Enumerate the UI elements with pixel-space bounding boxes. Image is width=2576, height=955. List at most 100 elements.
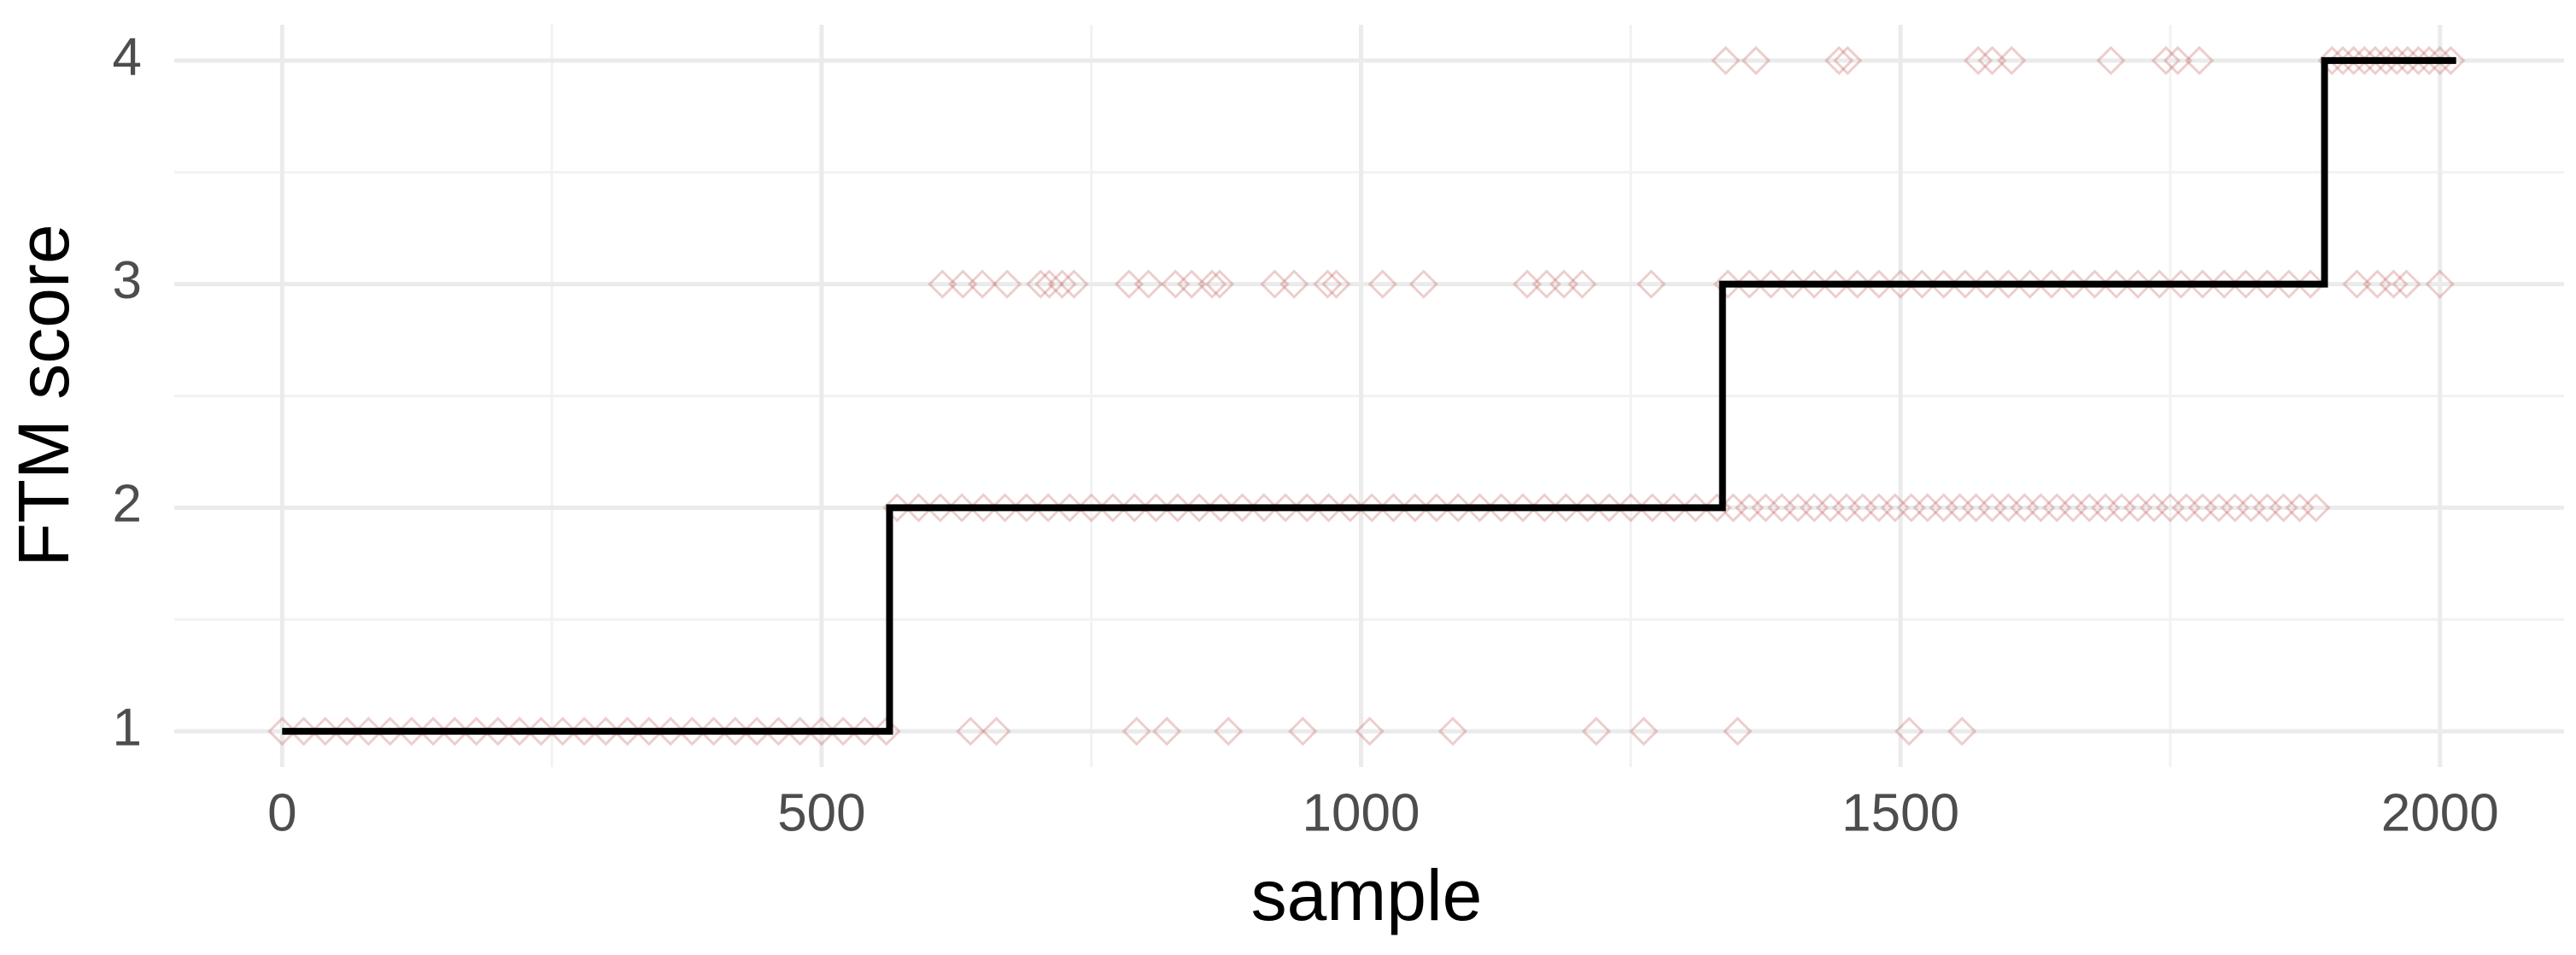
- point: [461, 716, 491, 747]
- point: [1121, 716, 1151, 747]
- point: [2220, 493, 2250, 523]
- point: [2101, 269, 2131, 299]
- point: [1896, 493, 1926, 523]
- y-tick-label: 3: [113, 251, 142, 310]
- point: [699, 716, 729, 747]
- point: [956, 716, 986, 747]
- point: [2106, 493, 2137, 523]
- point: [1288, 716, 1318, 747]
- point: [677, 716, 707, 747]
- point: [2155, 493, 2186, 523]
- point: [2252, 493, 2282, 523]
- point: [1227, 493, 1257, 523]
- point: [1512, 269, 1543, 299]
- x-tick-label: 1000: [1303, 783, 1420, 842]
- point: [1508, 493, 1538, 523]
- y-tick-label: 1: [113, 698, 142, 757]
- point: [2163, 45, 2193, 76]
- x-tick-label: 500: [777, 783, 865, 842]
- point: [2342, 269, 2372, 299]
- point: [1214, 716, 1244, 747]
- point: [1249, 493, 1279, 523]
- point: [1777, 269, 1807, 299]
- point: [2139, 493, 2169, 523]
- point: [2209, 269, 2239, 299]
- point: [1711, 45, 1741, 76]
- point: [1594, 493, 1625, 523]
- point: [1637, 493, 1667, 523]
- point: [1629, 716, 1659, 747]
- point: [1824, 45, 1854, 76]
- point: [1034, 269, 1064, 299]
- point: [1162, 493, 1192, 523]
- point: [505, 716, 535, 747]
- point: [1993, 269, 2023, 299]
- point: [1206, 493, 1236, 523]
- point: [2231, 269, 2261, 299]
- point: [1880, 493, 1910, 523]
- point: [375, 716, 405, 747]
- point: [2403, 45, 2433, 76]
- point: [2362, 269, 2392, 299]
- point: [1098, 493, 1128, 523]
- point: [1831, 493, 1862, 523]
- point: [1712, 269, 1743, 299]
- point: [1321, 269, 1351, 299]
- point: [1567, 269, 1597, 299]
- point: [2252, 269, 2282, 299]
- point: [2122, 269, 2153, 299]
- point: [1292, 493, 1322, 523]
- point: [1076, 493, 1106, 523]
- point: [1486, 493, 1516, 523]
- point: [925, 493, 956, 523]
- point: [1197, 269, 1227, 299]
- point: [764, 716, 793, 747]
- point: [526, 716, 556, 747]
- point: [968, 269, 998, 299]
- point: [2392, 45, 2422, 76]
- point: [1977, 493, 2007, 523]
- point: [1815, 493, 1846, 523]
- point: [2350, 45, 2380, 76]
- point: [1993, 493, 2023, 523]
- point: [1314, 493, 1344, 523]
- point: [928, 269, 957, 299]
- point: [655, 716, 686, 747]
- point: [1947, 716, 1977, 747]
- point: [1929, 269, 1958, 299]
- point: [2151, 45, 2181, 76]
- y-tick-label: 4: [113, 27, 142, 86]
- point: [2015, 269, 2045, 299]
- x-axis-label: sample: [1251, 855, 1483, 935]
- point: [948, 269, 978, 299]
- point: [1335, 493, 1366, 523]
- point: [2187, 493, 2217, 523]
- point: [904, 493, 934, 523]
- point: [1723, 716, 1753, 747]
- point: [850, 716, 880, 747]
- point: [1260, 269, 1290, 299]
- point: [1751, 493, 1781, 523]
- point: [267, 716, 297, 747]
- point: [1152, 716, 1182, 747]
- point: [2371, 45, 2401, 76]
- point: [1821, 269, 1851, 299]
- point: [1945, 493, 1975, 523]
- point: [2360, 45, 2391, 76]
- point: [1894, 716, 1924, 747]
- point: [1421, 493, 1452, 523]
- point: [1549, 269, 1579, 299]
- x-tick-label: 2000: [2381, 783, 2499, 842]
- point: [1011, 493, 1042, 523]
- point: [1279, 269, 1309, 299]
- point: [2042, 493, 2072, 523]
- point: [1551, 493, 1581, 523]
- point: [1367, 269, 1397, 299]
- point: [1886, 269, 1916, 299]
- point: [1972, 269, 2002, 299]
- point: [2425, 269, 2455, 299]
- point: [396, 716, 427, 747]
- step-line: [282, 56, 2456, 735]
- point: [1929, 493, 1958, 523]
